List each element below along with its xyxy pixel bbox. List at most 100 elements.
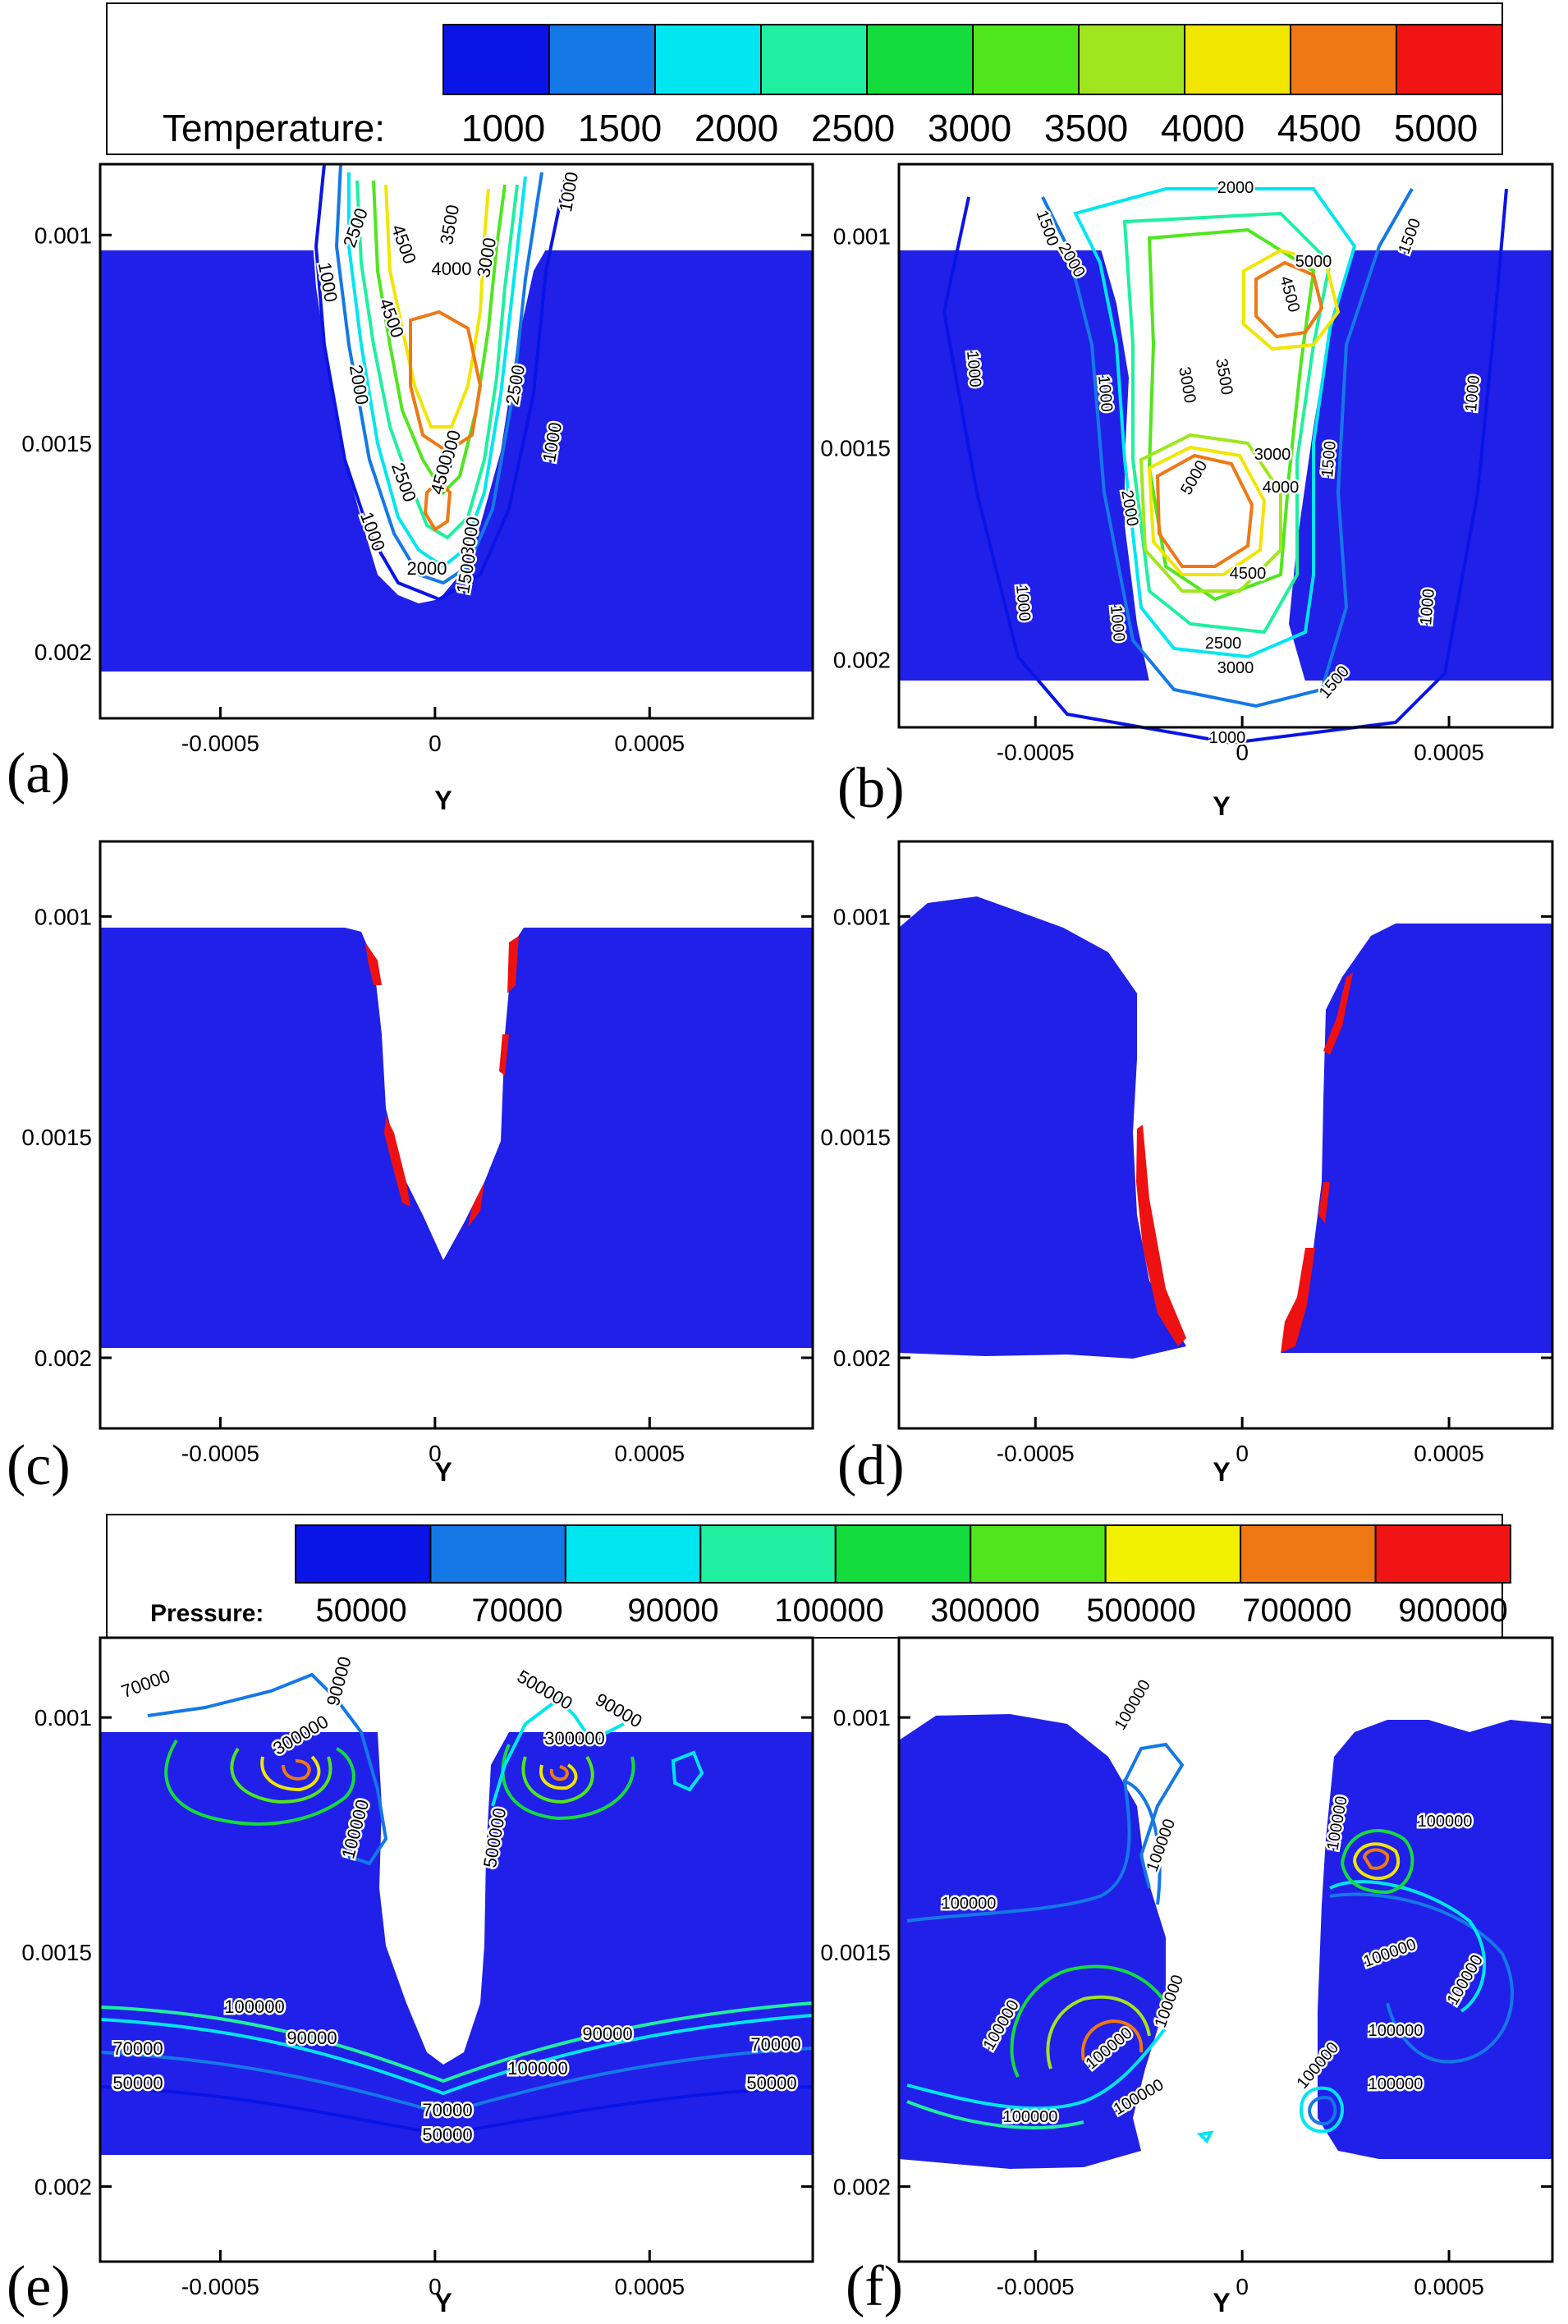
temperature-legend-boxes (442, 24, 1503, 95)
panel-e-xlabel: Y (434, 2288, 452, 2317)
panel-f-contour-label: 100000 (1003, 2108, 1058, 2126)
panel-f-y-tick-label: 0.0015 (820, 1940, 891, 1965)
temperature-legend-color-box (1078, 24, 1185, 95)
panel-e-y-tick-label: 0.0015 (21, 1940, 92, 1965)
panel-d-red-left (1136, 1125, 1186, 1346)
panel-d-y-tick-label: 0.002 (833, 1345, 891, 1371)
panel-c-red-left-upper (365, 942, 382, 985)
panel-e-letter: (e) (7, 2255, 71, 2318)
panel-f-isobar-left-red (1098, 2037, 1121, 2057)
panel-b-contour-label: 1000 (1094, 374, 1116, 412)
panel-d: -0.0005 0 0.0005 0.001 0.0015 0.002 Y (d) (820, 840, 1554, 1497)
panel-e-contour-label: 90000 (287, 2028, 337, 2048)
panel-e-isobar-right-mid (521, 1755, 594, 1804)
panel-f-isobar-right-small-b (1308, 2096, 1337, 2126)
panel-e-isobar-right-inner (539, 1763, 578, 1790)
panel-b: -0.0005 0 0.0005 0.001 0.0015 0.002 1000 1000 1… (820, 163, 1554, 821)
panel-b-isotherm-4500 (1147, 445, 1267, 576)
panel-b-contour-label: 1000 (1209, 729, 1246, 747)
panel-a-isotherm-5000-b (423, 478, 452, 532)
pressure-legend-label: Pressure: (150, 1600, 264, 1627)
panel-a-isotherm-1500 (334, 163, 543, 585)
panel-b-contour-label: 5000 (1295, 253, 1332, 271)
panel-a-isotherm-2500 (355, 180, 519, 540)
temperature-legend: Temperature: 1000 1500 2000 2500 3000 3500 400… (106, 2, 1503, 155)
panel-e-contour-label: 50000 (112, 2073, 163, 2093)
panel-e: -0.0005 0 0.0005 0.001 0.0015 0.002 50000 5000… (7, 1636, 814, 2318)
panel-c-xlabel: Y (434, 1457, 452, 1487)
panel-f-isobar-left-lower (906, 2026, 1167, 2111)
panel-c-red-right-upper (507, 936, 519, 993)
temperature-legend-color-box (1396, 24, 1503, 95)
panel-b-isotherm-1500 (1041, 188, 1414, 708)
panel-f-isobar-left-lower-b (906, 2100, 1084, 2129)
panel-e-x-tick-label: -0.0005 (181, 2274, 259, 2299)
panel-f-isobar-right-yellow (1353, 1842, 1401, 1881)
pressure-legend-boxes (295, 1524, 1511, 1584)
panel-e-isobar-top-right (491, 1697, 625, 1807)
temperature-legend-label: Temperature: (163, 107, 385, 149)
pressure-legend-tick-label: 90000 (627, 1593, 718, 1629)
panel-b-frame (897, 163, 1554, 729)
panel-f-isobar-right-small (1300, 2086, 1344, 2134)
pressure-legend-tick-label: 700000 (1242, 1593, 1351, 1629)
panel-d-letter: (d) (837, 1434, 905, 1497)
panel-b-contour-label: 1500 (1318, 440, 1340, 478)
panel-f-isobar-right-green (1341, 1829, 1414, 1895)
pressure-legend-color-box (1374, 1524, 1511, 1584)
panel-b-bottom-white (899, 681, 1552, 716)
panel-a-y-tick-label: 0.0015 (21, 431, 92, 456)
pressure-legend-tick-label: 50000 (315, 1593, 406, 1629)
panel-c-y-tick-label: 0.002 (34, 1345, 92, 1371)
temperature-legend-color-box (548, 24, 656, 95)
panel-d-y-tick-label: 0.0015 (820, 1125, 891, 1150)
panel-b-contour-label: 4500 (1230, 565, 1267, 583)
panel-e-contour-label: 300000 (544, 1728, 604, 1749)
panel-b-isotherm-3500 (1147, 227, 1316, 602)
pressure-legend-color-box (564, 1524, 702, 1584)
panel-b-ticks: -0.0005 0 0.0005 0.001 0.0015 0.002 (820, 224, 1552, 765)
panel-e-contour-label: 100000 (507, 2058, 567, 2079)
panel-f-ticks: -0.0005 0 0.0005 0.001 0.0015 0.002 (820, 1705, 1552, 2299)
panel-a-letter: (a) (7, 742, 71, 805)
temperature-legend-tick-label: 2000 (695, 107, 778, 149)
panel-f-isobar-left-orange (1081, 2019, 1144, 2061)
panel-b-contour-label: 2000 (1217, 179, 1254, 197)
panel-b-xlabel: Y (1213, 791, 1230, 821)
panel-b-y-tick-label: 0.0015 (820, 436, 891, 461)
temperature-legend-color-box (760, 24, 868, 95)
temperature-legend-color-box (442, 24, 550, 95)
panel-b-contour-label: 1000 (1417, 588, 1438, 626)
panel-e-contour-label: 70000 (112, 2038, 163, 2059)
panel-d-xlabel: Y (1213, 1457, 1230, 1487)
panel-e-ticks: -0.0005 0 0.0005 0.001 0.0015 0.002 (21, 1705, 813, 2299)
panel-f-contour-label: 100000 (1369, 2022, 1424, 2040)
panel-a-contour-label: 2000 (407, 558, 447, 579)
temperature-legend-color-box (1290, 24, 1397, 95)
panel-b-letter: (b) (837, 757, 905, 820)
temperature-legend-tick-label: 3000 (928, 107, 1011, 149)
panel-b-melt-region (899, 164, 1552, 681)
temperature-legend-color-box (1184, 24, 1291, 95)
panel-f-metal-right (1318, 1720, 1552, 2159)
panel-a-isotherm-3000 (372, 180, 507, 496)
panel-d-red-right-lower (1281, 1248, 1315, 1353)
pressure-legend-color-box (1240, 1524, 1377, 1584)
panel-d-metal-left (899, 896, 1186, 1359)
panel-e-y-tick-label: 0.002 (34, 2175, 92, 2200)
temperature-legend-tick-label: 1000 (461, 107, 545, 149)
panel-c-frame (99, 840, 814, 1430)
temperature-legend-color-box (972, 24, 1080, 95)
panel-b-contour-label: 1000 (963, 350, 984, 387)
panel-a-ticks: -0.0005 0 0.0005 0.001 0.0015 0.002 (21, 222, 813, 756)
panel-c-x-tick-label: 0.0005 (614, 1441, 685, 1466)
panel-a-y-tick-label: 0.001 (34, 222, 92, 248)
panel-f-contour-label: 100000 (942, 1895, 997, 1913)
panel-e-isobar-50000 (99, 2085, 814, 2137)
panel-e-isobar-top-left (147, 1672, 388, 1866)
panel-e-isobar-right-outer (501, 1744, 635, 1821)
panel-e-isobar-70000 (99, 2047, 814, 2116)
panel-c-red-right-mid (499, 1034, 509, 1075)
panel-e-isobars (99, 1672, 814, 2137)
panel-c-red-layer (365, 936, 519, 1227)
